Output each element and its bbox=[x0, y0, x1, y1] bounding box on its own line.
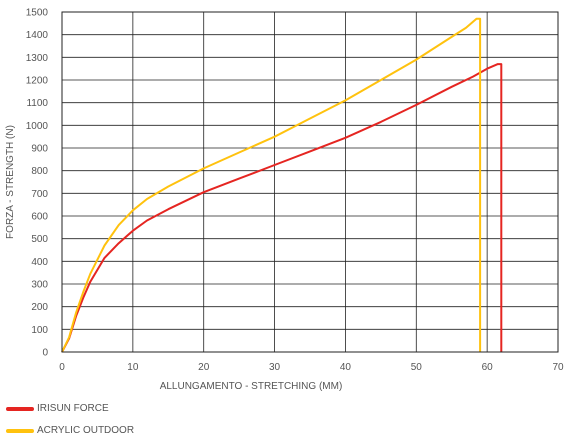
x-tick-label: 10 bbox=[127, 362, 139, 373]
legend-item-irisun-force: IRISUN FORCE bbox=[6, 403, 109, 414]
legend-swatch-irisun-force bbox=[6, 406, 34, 411]
x-tick-label: 30 bbox=[269, 362, 281, 373]
y-tick-label: 1300 bbox=[26, 53, 49, 64]
y-axis-label: FORZA - STRENGTH (N) bbox=[5, 125, 16, 239]
y-tick-label: 1000 bbox=[26, 121, 49, 132]
y-tick-label: 600 bbox=[31, 212, 48, 223]
x-tick-label: 40 bbox=[340, 362, 352, 373]
y-tick-label: 500 bbox=[31, 234, 48, 245]
series-lines bbox=[61, 17, 503, 353]
x-tick-label: 70 bbox=[552, 362, 564, 373]
y-tick-label: 1500 bbox=[26, 8, 49, 19]
y-tick-label: 900 bbox=[31, 144, 48, 155]
series-line-irisun-force bbox=[61, 63, 503, 353]
legend-swatch-acrylic-outdoor bbox=[6, 428, 34, 433]
y-tick-label: 700 bbox=[31, 189, 48, 200]
y-tick-label: 100 bbox=[31, 325, 48, 336]
tick-labels: 0100200300400500600700800900100011001200… bbox=[26, 8, 564, 374]
x-axis-label: ALLUNGAMENTO - STRETCHING (MM) bbox=[160, 381, 343, 392]
x-tick-label: 0 bbox=[59, 362, 65, 373]
grid-lines bbox=[61, 11, 559, 353]
plot-frame bbox=[61, 11, 559, 353]
y-tick-label: 1400 bbox=[26, 30, 49, 41]
x-tick-label: 60 bbox=[482, 362, 494, 373]
x-tick-label: 20 bbox=[198, 362, 210, 373]
y-tick-label: 400 bbox=[31, 257, 48, 268]
legend-label-irisun-force: IRISUN FORCE bbox=[37, 403, 109, 414]
y-tick-label: 300 bbox=[31, 280, 48, 291]
series-line-acrylic-outdoor bbox=[61, 17, 482, 353]
legend-label-acrylic-outdoor: ACRYLIC OUTDOOR bbox=[37, 425, 135, 436]
legend-item-acrylic-outdoor: ACRYLIC OUTDOOR bbox=[6, 425, 134, 436]
y-tick-label: 0 bbox=[42, 348, 48, 359]
y-tick-label: 1200 bbox=[26, 76, 49, 87]
y-tick-label: 800 bbox=[31, 166, 48, 177]
x-tick-label: 50 bbox=[411, 362, 423, 373]
y-tick-label: 200 bbox=[31, 302, 48, 313]
y-tick-label: 1100 bbox=[26, 98, 48, 109]
